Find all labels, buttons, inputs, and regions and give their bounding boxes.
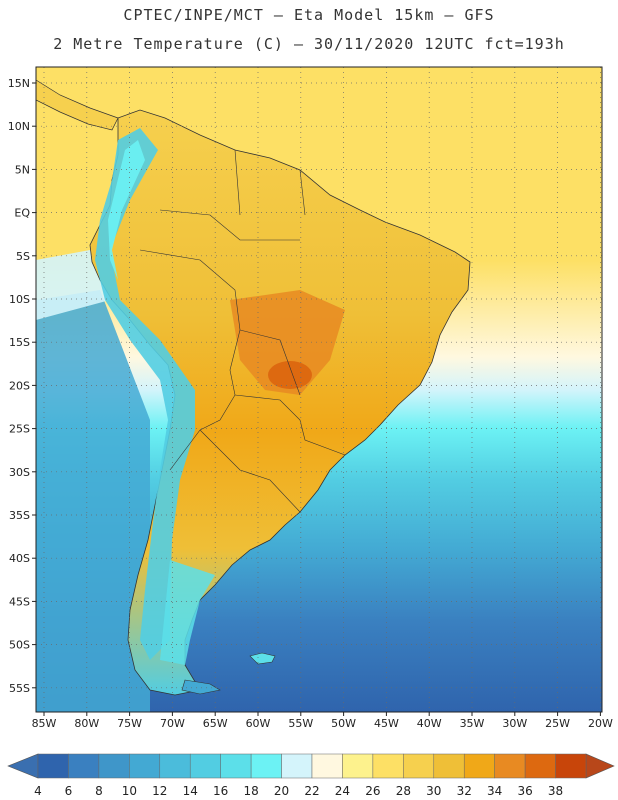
- colorbar-label: 14: [183, 784, 198, 798]
- colorbar-swatch: [68, 753, 100, 779]
- map-plot-area: [36, 67, 602, 712]
- lon-tick-label: 40W: [417, 717, 442, 730]
- colorbar-label: 38: [548, 784, 563, 798]
- colorbar-swatch: [433, 753, 465, 779]
- lat-tick-label: EQ: [14, 207, 30, 220]
- lon-tick-label: 80W: [74, 717, 99, 730]
- hottest-spot: [268, 361, 312, 389]
- falkland-islands: [249, 652, 276, 665]
- colorbar-label: 24: [335, 784, 350, 798]
- lon-tick-label: 25W: [545, 717, 570, 730]
- colorbar-label: 36: [517, 784, 532, 798]
- map-frame: [35, 66, 603, 713]
- lat-tick-label: 15N: [8, 77, 30, 90]
- colorbar-swatch: [494, 753, 526, 779]
- colorbar-swatch: [189, 753, 221, 779]
- lon-tick-label: 65W: [203, 717, 228, 730]
- colorbar-swatch: [37, 753, 69, 779]
- pacific-mild-zone: [36, 250, 110, 320]
- lat-tick-label: 20S: [9, 379, 30, 392]
- colorbar-swatch: [281, 753, 313, 779]
- lon-tick-label: 35W: [460, 717, 485, 730]
- colorbar-swatch: [403, 753, 435, 779]
- lat-tick-label: 5S: [16, 250, 30, 263]
- colorbar-swatch: [159, 753, 191, 779]
- lat-tick-label: 10N: [8, 120, 30, 133]
- colorbar-swatch: [342, 753, 374, 779]
- lat-tick-label: 10S: [9, 293, 30, 306]
- lat-tick-label: 30S: [9, 466, 30, 479]
- latitude-axis: 15N 10N 5N EQ 5S 10S 15S 20S 25S 30S 35S 40S 45S 50S 5…: [8, 77, 36, 695]
- patagonia-cool-zone: [160, 560, 215, 665]
- colorbar-label: 30: [426, 784, 441, 798]
- lon-tick-label: 55W: [288, 717, 313, 730]
- colorbar-label: 8: [95, 784, 103, 798]
- colorbar-label: 28: [396, 784, 411, 798]
- lat-tick-label: 40S: [9, 552, 30, 565]
- map-title-line2: 2 Metre Temperature (C) – 30/11/2020 12U…: [53, 35, 565, 53]
- andes-north-cool: [108, 140, 145, 280]
- andes-cold-spine: [95, 128, 195, 660]
- colorbar-above-arrow: [585, 753, 615, 779]
- colorbar-label: 20: [274, 784, 289, 798]
- colorbar-label: 4: [34, 784, 42, 798]
- colorbar-swatch: [463, 753, 495, 779]
- map-title-line1: CPTEC/INPE/MCT – Eta Model 15km – GFS: [123, 6, 495, 24]
- lat-tick-label: 5N: [15, 163, 30, 176]
- colorbar-swatch: [220, 753, 252, 779]
- colorbar-swatch: [524, 753, 556, 779]
- lon-tick-label: 30W: [502, 717, 527, 730]
- lon-tick-label: 75W: [117, 717, 142, 730]
- colorbar-swatch: [372, 753, 404, 779]
- colorbar-swatch: [98, 753, 130, 779]
- colorbar-swatch: [250, 753, 282, 779]
- colorbar-label: 6: [65, 784, 73, 798]
- colorbar-swatch: [555, 753, 587, 779]
- tierra-del-fuego: [181, 679, 221, 695]
- lon-tick-label: 50W: [331, 717, 356, 730]
- colorbar-swatch: [311, 753, 343, 779]
- colorbar-label: 18: [243, 784, 258, 798]
- lon-tick-label: 20W: [588, 717, 613, 730]
- colorbar-label: 22: [304, 784, 319, 798]
- colorbar-below-arrow: [7, 753, 39, 779]
- colorbar-label: 34: [487, 784, 502, 798]
- lon-tick-label: 70W: [160, 717, 185, 730]
- colorbar-label: 32: [457, 784, 472, 798]
- colorbar-label: 26: [365, 784, 380, 798]
- colorbar-swatch: [129, 753, 161, 779]
- colorbar: 4 6 8 10 12 14 16 18 20 22 24 26 28 30 32 34 36 38: [7, 753, 615, 798]
- hot-core-zone: [230, 290, 345, 395]
- colorbar-label: 16: [213, 784, 228, 798]
- lat-tick-label: 55S: [9, 682, 30, 695]
- lat-tick-label: 50S: [9, 639, 30, 652]
- longitude-axis: 85W 80W 75W 70W 65W 60W 55W 50W 45W 40W 35W 30W 25W 2…: [32, 712, 613, 730]
- lon-tick-label: 45W: [374, 717, 399, 730]
- lon-tick-label: 60W: [246, 717, 271, 730]
- pacific-cool-zone: [36, 290, 150, 712]
- lat-tick-label: 45S: [9, 595, 30, 608]
- country-borders: [139, 149, 346, 513]
- colorbar-label: 12: [152, 784, 167, 798]
- lat-tick-label: 25S: [9, 423, 30, 436]
- central-america-land: [36, 79, 119, 131]
- lon-tick-label: 85W: [32, 717, 57, 730]
- colorbar-label: 10: [122, 784, 137, 798]
- lat-tick-label: 15S: [9, 336, 30, 349]
- lat-tick-label: 35S: [9, 509, 30, 522]
